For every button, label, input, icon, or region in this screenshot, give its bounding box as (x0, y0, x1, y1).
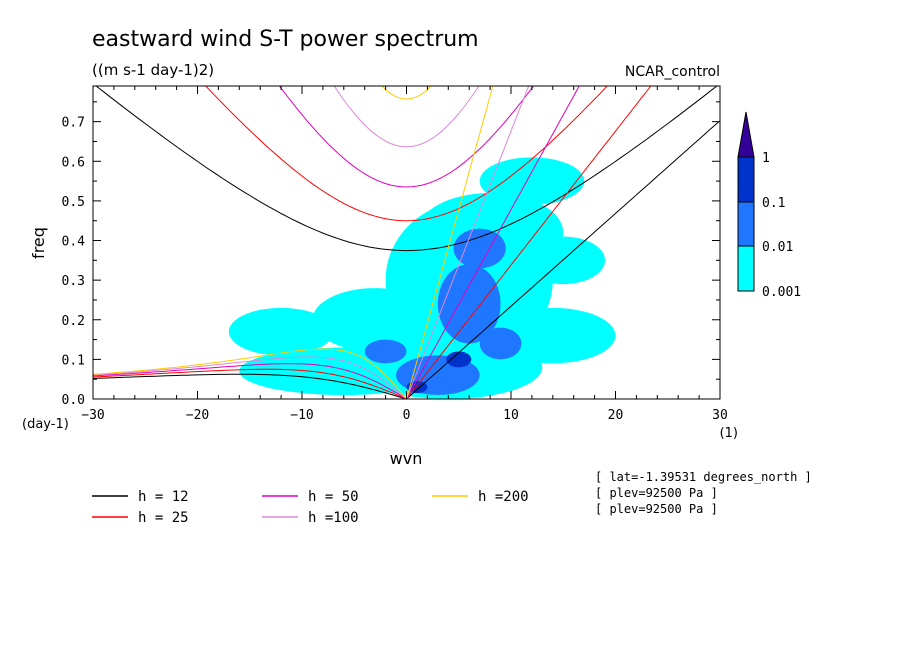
y-axis-unit: (day-1) (22, 417, 69, 432)
spectrum-blob (490, 307, 616, 364)
run-label: NCAR_control (625, 64, 720, 80)
kelvin-curve (406, 86, 652, 399)
colorbar-segment (737, 245, 755, 292)
spectrum-blob (453, 228, 506, 269)
rossby-curve (93, 368, 407, 399)
spectrum-blob (437, 264, 501, 344)
kelvin-curve (406, 120, 720, 399)
spectrum-contours (228, 157, 616, 399)
colorbar-segment (737, 156, 755, 203)
dispersion-curves (93, 86, 720, 399)
legend-label: h = 50 (308, 489, 359, 505)
x-axis-unit: (1) (720, 426, 738, 441)
x-tick-label: −30 (81, 408, 104, 423)
gravity-wave-curve (205, 86, 608, 222)
rossby-curve (93, 373, 407, 399)
y-axis-ticks: 0.0 0.1 0.2 0.3 0.4 0.5 0.6 0.7 (62, 101, 720, 408)
legend-label: h = 12 (138, 489, 189, 505)
y-tick-label: 0.4 (62, 235, 86, 250)
rossby-curve (93, 363, 407, 399)
gravity-wave-curve (278, 86, 535, 188)
spectrum-blob (446, 351, 472, 368)
colorbar-arrow (737, 111, 755, 158)
x-tick-label: 10 (503, 408, 519, 423)
chart-title: eastward wind S-T power spectrum (92, 27, 479, 52)
y-tick-label: 0.1 (62, 353, 85, 368)
annotation-plev: [ plev=92500 Pa ] (595, 486, 718, 500)
spectrum-blob (364, 339, 407, 364)
chart-units: ((m s-1 day-1)2) (92, 61, 214, 79)
y-tick-label: 0.0 (62, 393, 85, 408)
y-tick-label: 0.6 (62, 155, 85, 170)
legend: h = 12 h = 25 h = 50 h =100 h =200 (92, 489, 529, 526)
gravity-wave-curve (95, 86, 718, 252)
y-tick-label: 0.3 (62, 274, 85, 289)
legend-label: h =200 (478, 489, 529, 505)
colorbar-label: 1 (762, 151, 770, 166)
colorbar: 0.001 0.01 0.1 1 (737, 111, 801, 300)
spectrum-blob (228, 307, 334, 356)
y-tick-label: 0.7 (62, 116, 85, 131)
rossby-curve (93, 348, 407, 399)
x-tick-label: −20 (186, 408, 209, 423)
x-tick-label: 20 (608, 408, 624, 423)
y-tick-label: 0.2 (62, 314, 85, 329)
y-axis-label: freq (29, 227, 48, 259)
x-tick-label: 30 (712, 408, 728, 423)
legend-label: h = 25 (138, 510, 189, 526)
colorbar-label: 0.001 (762, 285, 801, 300)
gravity-wave-curve (333, 86, 480, 148)
rossby-curve (93, 356, 407, 399)
x-tick-label: −10 (290, 408, 313, 423)
kelvin-curve (406, 86, 580, 399)
gravity-wave-curve (381, 86, 432, 100)
kelvin-curve (406, 86, 530, 399)
spectrum-blob (312, 288, 438, 352)
x-axis-label: wvn (390, 449, 423, 468)
y-tick-label: 0.5 (62, 195, 85, 210)
legend-label: h =100 (308, 510, 359, 526)
colorbar-label: 0.01 (762, 240, 793, 255)
annotation-plev-2: [ plev=92500 Pa ] (595, 502, 718, 516)
colorbar-label: 0.1 (762, 196, 785, 211)
x-axis-ticks: −30 −20 −10 0 10 20 30 (81, 86, 728, 423)
spectrum-blob (479, 157, 585, 205)
x-tick-label: 0 (403, 408, 411, 423)
spectrum-blob (479, 327, 522, 360)
annotation-lat: [ lat=-1.39531 degrees_north ] (595, 470, 812, 484)
colorbar-segment (737, 201, 755, 247)
kelvin-curve (406, 86, 494, 399)
